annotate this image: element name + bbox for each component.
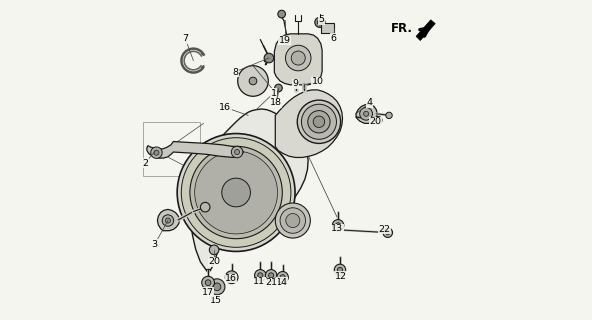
Text: 11: 11 bbox=[253, 277, 265, 286]
Polygon shape bbox=[275, 90, 343, 157]
Circle shape bbox=[269, 273, 274, 278]
Text: 16: 16 bbox=[225, 274, 237, 283]
Text: 14: 14 bbox=[276, 278, 288, 287]
Circle shape bbox=[275, 203, 310, 238]
Text: 20: 20 bbox=[369, 117, 382, 126]
Circle shape bbox=[205, 280, 211, 285]
Circle shape bbox=[151, 147, 162, 158]
Circle shape bbox=[280, 208, 305, 233]
Circle shape bbox=[201, 202, 210, 212]
Circle shape bbox=[285, 45, 311, 71]
Circle shape bbox=[258, 273, 263, 278]
Text: 6: 6 bbox=[330, 34, 337, 43]
Circle shape bbox=[297, 100, 340, 143]
Polygon shape bbox=[147, 141, 243, 158]
Circle shape bbox=[238, 66, 268, 96]
Text: 18: 18 bbox=[269, 98, 282, 107]
Text: 8: 8 bbox=[233, 68, 239, 77]
Circle shape bbox=[374, 116, 382, 124]
Circle shape bbox=[363, 111, 369, 116]
Text: 2: 2 bbox=[143, 159, 149, 168]
Text: 1: 1 bbox=[271, 89, 276, 98]
Circle shape bbox=[337, 268, 343, 272]
Circle shape bbox=[255, 270, 266, 281]
Circle shape bbox=[210, 245, 219, 255]
Circle shape bbox=[195, 151, 278, 234]
Text: 9: 9 bbox=[292, 79, 298, 88]
Circle shape bbox=[277, 271, 288, 283]
Text: 16: 16 bbox=[219, 103, 231, 112]
Circle shape bbox=[177, 133, 295, 252]
Text: 7: 7 bbox=[182, 35, 188, 44]
Polygon shape bbox=[191, 109, 308, 273]
Circle shape bbox=[226, 271, 238, 284]
Circle shape bbox=[280, 275, 285, 280]
Circle shape bbox=[165, 218, 170, 223]
Text: 21: 21 bbox=[265, 278, 277, 287]
Circle shape bbox=[386, 112, 392, 119]
Circle shape bbox=[291, 51, 305, 65]
Circle shape bbox=[229, 274, 234, 280]
Circle shape bbox=[190, 146, 282, 239]
Circle shape bbox=[213, 283, 221, 291]
Circle shape bbox=[265, 270, 277, 281]
Circle shape bbox=[154, 150, 159, 155]
Circle shape bbox=[313, 116, 324, 127]
Circle shape bbox=[385, 230, 390, 235]
Circle shape bbox=[336, 223, 340, 228]
Text: 4: 4 bbox=[366, 98, 372, 107]
Circle shape bbox=[231, 146, 243, 158]
Text: 17: 17 bbox=[201, 288, 214, 297]
Text: 5: 5 bbox=[318, 15, 324, 24]
Text: 19: 19 bbox=[279, 36, 291, 45]
Text: 12: 12 bbox=[335, 272, 347, 281]
Circle shape bbox=[264, 53, 274, 63]
Text: 15: 15 bbox=[210, 296, 223, 305]
Polygon shape bbox=[274, 34, 322, 85]
Polygon shape bbox=[157, 209, 180, 231]
Circle shape bbox=[301, 104, 336, 139]
Circle shape bbox=[249, 77, 257, 85]
Text: 22: 22 bbox=[378, 225, 391, 234]
Circle shape bbox=[202, 276, 214, 289]
Circle shape bbox=[278, 10, 285, 18]
Text: FR.: FR. bbox=[391, 22, 413, 35]
Polygon shape bbox=[356, 105, 377, 123]
Circle shape bbox=[209, 279, 225, 295]
Text: 20: 20 bbox=[208, 258, 220, 267]
Circle shape bbox=[234, 149, 240, 155]
Circle shape bbox=[383, 228, 392, 237]
Text: 3: 3 bbox=[151, 240, 157, 249]
Circle shape bbox=[332, 220, 344, 231]
Circle shape bbox=[162, 215, 173, 226]
Circle shape bbox=[181, 138, 291, 247]
Circle shape bbox=[315, 17, 325, 28]
Circle shape bbox=[275, 84, 282, 92]
Circle shape bbox=[334, 264, 346, 276]
Circle shape bbox=[308, 111, 330, 133]
Circle shape bbox=[360, 108, 372, 120]
Polygon shape bbox=[416, 20, 435, 41]
Polygon shape bbox=[321, 23, 334, 33]
Text: 10: 10 bbox=[311, 77, 324, 86]
Circle shape bbox=[222, 178, 250, 207]
Circle shape bbox=[286, 213, 300, 228]
Text: 13: 13 bbox=[332, 224, 343, 233]
Circle shape bbox=[317, 20, 323, 25]
